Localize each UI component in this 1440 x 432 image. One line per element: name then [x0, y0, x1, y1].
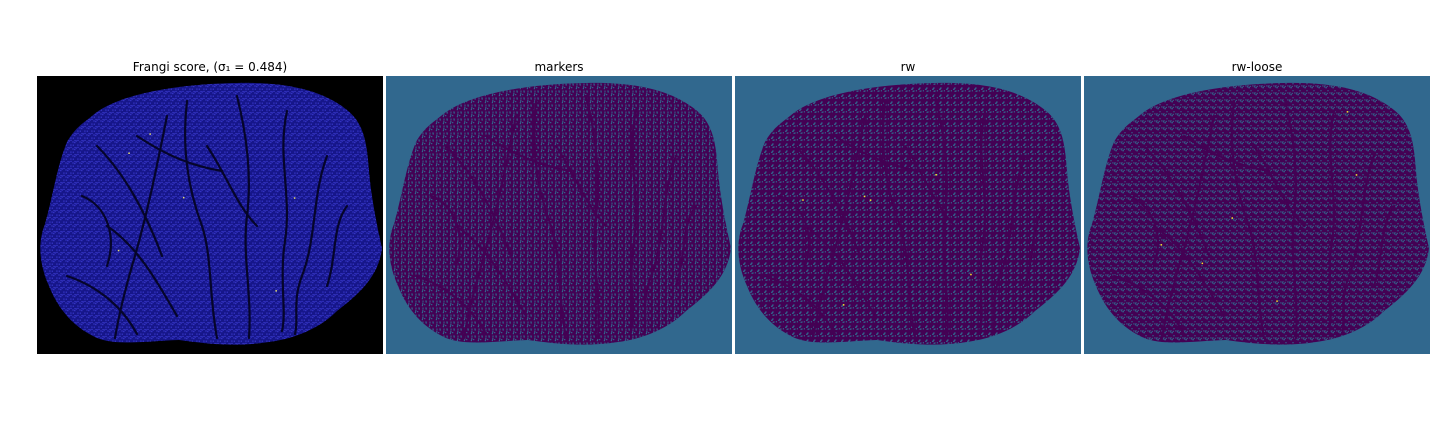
accent-pixel — [559, 297, 561, 299]
vessel-line — [1372, 204, 1396, 288]
vessel-line — [533, 99, 568, 340]
vessel-line — [113, 114, 169, 340]
vessel-line — [1112, 274, 1186, 336]
accent-pixel — [1346, 111, 1349, 113]
accent-pixel — [1231, 217, 1233, 219]
vessel-line — [1160, 114, 1216, 340]
panel-title-rw-loose: rw-loose — [1231, 60, 1283, 74]
vessel-line — [1340, 154, 1376, 336]
vessel-line — [978, 109, 987, 333]
vessel-line — [105, 224, 179, 318]
panel-canvas — [1084, 76, 1430, 354]
vessel-line — [444, 144, 513, 258]
vessel-line — [1252, 144, 1306, 228]
accent-pixel — [1201, 262, 1204, 265]
panel-canvas — [735, 76, 1081, 354]
accent-pixel — [559, 303, 562, 305]
accent-pixel — [128, 152, 130, 154]
vessel-line — [1231, 99, 1266, 340]
accent-pixel — [1160, 244, 1163, 246]
accent-pixel — [496, 174, 498, 176]
rw-image — [735, 76, 1081, 354]
panel-canvas — [386, 76, 732, 354]
accent-pixel — [1276, 300, 1278, 302]
vessel-line — [882, 99, 917, 340]
vessel-line — [1127, 194, 1159, 268]
panel-title-rw: rw — [900, 60, 916, 74]
vessel-line — [1152, 224, 1226, 318]
accent-pixel — [293, 197, 296, 199]
vessel-line — [991, 154, 1027, 336]
accent-pixel — [449, 285, 451, 287]
vessel-line — [903, 144, 957, 228]
vessel-line — [778, 194, 810, 268]
frangi-score-image — [37, 76, 383, 354]
vessel-line — [429, 194, 461, 268]
vessel-line — [484, 134, 573, 173]
tissue-texture — [1087, 82, 1429, 345]
vessel-line — [629, 109, 638, 333]
markers-image — [386, 76, 732, 354]
accent-pixel — [802, 199, 804, 201]
vessel-line — [811, 114, 867, 340]
vessel-line — [184, 99, 219, 340]
vessel-line — [554, 144, 608, 228]
accent-pixel — [117, 249, 120, 252]
vessel-line — [803, 224, 877, 318]
vessel-line — [80, 194, 112, 268]
vessel-line — [793, 144, 862, 258]
panel-title-frangi: Frangi score, (σ₁ = 0.484) — [132, 60, 288, 74]
accent-pixel — [149, 133, 151, 135]
vessel-line — [674, 204, 698, 288]
rw-loose-image — [1084, 76, 1430, 354]
vessel-line — [205, 144, 259, 228]
vessel-line — [1023, 204, 1047, 288]
accent-pixel — [182, 196, 185, 199]
vessel-line — [293, 154, 329, 336]
vessel-line — [1327, 109, 1336, 333]
tissue-texture — [40, 82, 383, 345]
tissue-texture — [738, 82, 1080, 345]
vessel-line — [1182, 134, 1271, 173]
vessel-line — [414, 274, 488, 336]
vessel-line — [763, 274, 837, 336]
vessel-line — [95, 144, 164, 258]
accent-pixel — [935, 174, 937, 176]
accent-pixel — [970, 273, 972, 276]
tissue-texture — [389, 82, 731, 345]
vessel-line — [325, 204, 349, 288]
vessel-line — [135, 134, 224, 173]
vessel-line — [280, 109, 289, 333]
accent-pixel — [842, 304, 845, 306]
accent-pixel — [869, 199, 872, 201]
accent-pixel — [1355, 174, 1358, 176]
vessel-line — [1142, 144, 1211, 258]
accent-pixel — [548, 298, 550, 300]
accent-pixel — [863, 195, 866, 198]
panel-title-markers: markers — [534, 60, 584, 74]
accent-pixel — [603, 224, 606, 227]
vessel-line — [462, 114, 518, 340]
panel-canvas — [37, 76, 383, 354]
vessel-line — [833, 134, 922, 173]
accent-pixel — [275, 290, 277, 292]
vessel-line — [642, 154, 678, 336]
vessel-line — [65, 274, 139, 336]
vessel-line — [454, 224, 528, 318]
